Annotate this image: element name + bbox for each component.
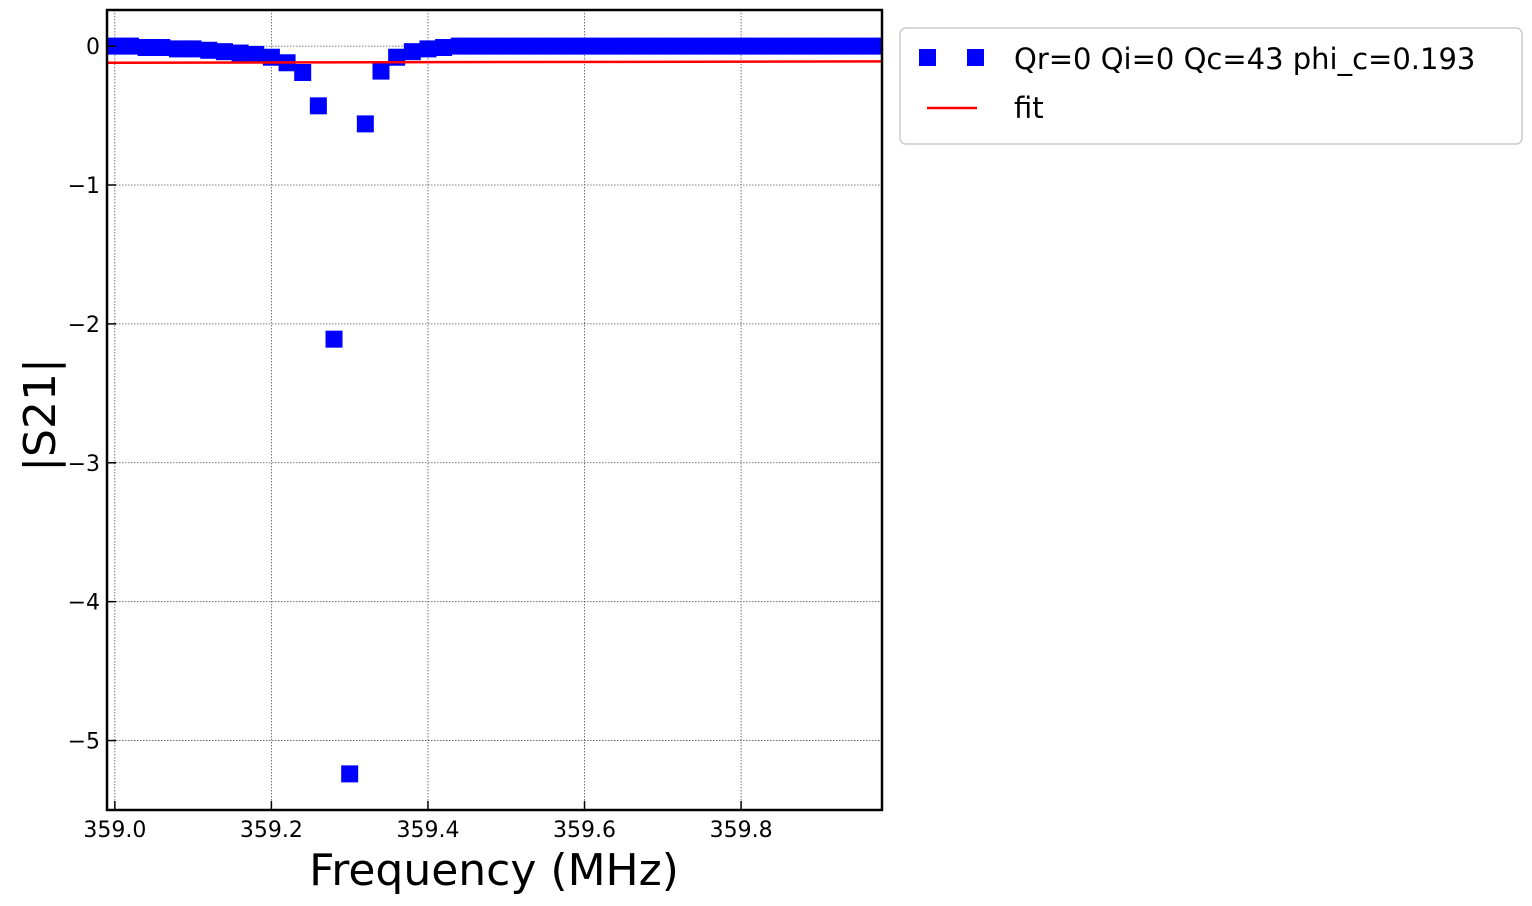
y-tick-label: −3	[68, 452, 100, 477]
data-point	[701, 37, 719, 55]
x-tick-label: 359.0	[83, 818, 146, 843]
data-point	[857, 37, 875, 55]
data-point	[168, 40, 186, 58]
data-point	[356, 115, 374, 133]
data-point	[450, 37, 468, 55]
legend-label-data: Qr=0 Qi=0 Qc=43 phi_c=0.193	[1014, 42, 1475, 76]
y-tick-label: 0	[86, 35, 100, 60]
data-point	[482, 37, 500, 55]
x-tick-label: 359.6	[553, 818, 616, 843]
data-point	[560, 37, 578, 55]
data-point	[419, 40, 437, 58]
data-point	[497, 37, 515, 55]
data-point	[153, 39, 171, 56]
legend-label-fit: fit	[1014, 91, 1044, 125]
data-point	[247, 45, 265, 63]
data-point	[795, 37, 813, 55]
data-point	[732, 37, 750, 55]
data-point	[341, 765, 359, 783]
data-point	[544, 37, 562, 55]
data-point	[748, 37, 766, 55]
data-point	[325, 330, 343, 348]
data-point	[403, 43, 421, 61]
data-point	[591, 37, 609, 55]
data-point	[638, 37, 656, 55]
data-point	[654, 37, 672, 55]
data-point	[231, 44, 249, 62]
data-point	[435, 39, 453, 56]
data-point	[779, 37, 797, 55]
data-point	[873, 37, 882, 55]
series-layer	[107, 37, 882, 783]
legend: Qr=0 Qi=0 Qc=43 phi_c=0.193 fit	[899, 27, 1523, 145]
plot-frame	[105, 8, 884, 812]
data-point	[716, 37, 734, 55]
data-point	[294, 64, 312, 81]
x-tick-label: 359.2	[240, 818, 303, 843]
data-point	[466, 37, 484, 55]
grid	[107, 10, 882, 810]
legend-marker-square	[967, 49, 984, 66]
data-point	[826, 37, 844, 55]
legend-box	[899, 27, 1523, 145]
data-point	[607, 37, 625, 55]
data-point	[309, 97, 327, 115]
x-axis-title: Frequency (MHz)	[309, 845, 679, 896]
y-tick-label: −5	[68, 730, 100, 755]
data-point	[137, 39, 155, 56]
data-point	[121, 37, 139, 55]
fit-line	[107, 60, 882, 65]
y-tick-label: −2	[68, 313, 100, 338]
data-point	[810, 37, 828, 55]
x-tick-label: 359.8	[710, 818, 773, 843]
y-axis-title: |S21|	[15, 358, 66, 472]
data-point	[372, 62, 390, 80]
legend-marker-square	[919, 49, 936, 66]
data-point	[513, 37, 531, 55]
data-point	[685, 37, 703, 55]
data-point	[763, 37, 781, 55]
data-point	[200, 41, 218, 59]
data-point	[529, 37, 547, 55]
data-point	[842, 37, 860, 55]
x-tick-label: 359.4	[396, 818, 459, 843]
data-point	[669, 37, 687, 55]
data-point	[184, 40, 202, 58]
y-tick-label: −1	[68, 174, 100, 199]
data-point	[622, 37, 640, 55]
data-point	[215, 43, 233, 61]
data-point	[576, 37, 594, 55]
axis-ticks: 359.0 359.2 359.4 359.6 359.8 0 −1 −2 −3 −4 −5	[68, 35, 773, 843]
y-tick-label: −4	[68, 591, 100, 616]
